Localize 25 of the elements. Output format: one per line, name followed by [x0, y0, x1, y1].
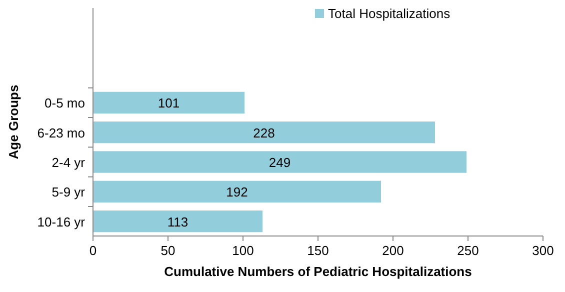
data-label: 192 [226, 184, 248, 200]
y-axis-title: Age Groups [6, 84, 21, 160]
x-tick-label: 0 [89, 243, 97, 258]
x-tick-label: 50 [160, 243, 176, 258]
bar [93, 180, 381, 202]
y-tick-label: 5-9 yr [52, 184, 86, 200]
bar [93, 151, 466, 173]
y-tick-label: 2-4 yr [52, 155, 86, 170]
y-tick-label: 10-16 yr [37, 214, 86, 230]
x-tick-label: 200 [382, 243, 404, 258]
legend-label: Total Hospitalizations [328, 6, 451, 21]
x-tick-label: 300 [532, 243, 554, 258]
bar [93, 210, 262, 232]
x-tick-label: 150 [307, 243, 329, 258]
y-tick-label: 6-23 mo [37, 125, 85, 140]
data-label: 113 [167, 214, 188, 230]
data-label: 101 [158, 96, 180, 111]
y-tick-label: 0-5 mo [44, 96, 85, 111]
data-label: 228 [253, 125, 275, 140]
x-tick-label: 250 [457, 243, 479, 258]
data-label: 249 [268, 155, 291, 170]
x-tick-label: 100 [232, 243, 254, 258]
x-axis-title: Cumulative Numbers of Pediatric Hospitalizations [164, 264, 472, 279]
bar [93, 122, 435, 144]
bar [93, 92, 244, 114]
